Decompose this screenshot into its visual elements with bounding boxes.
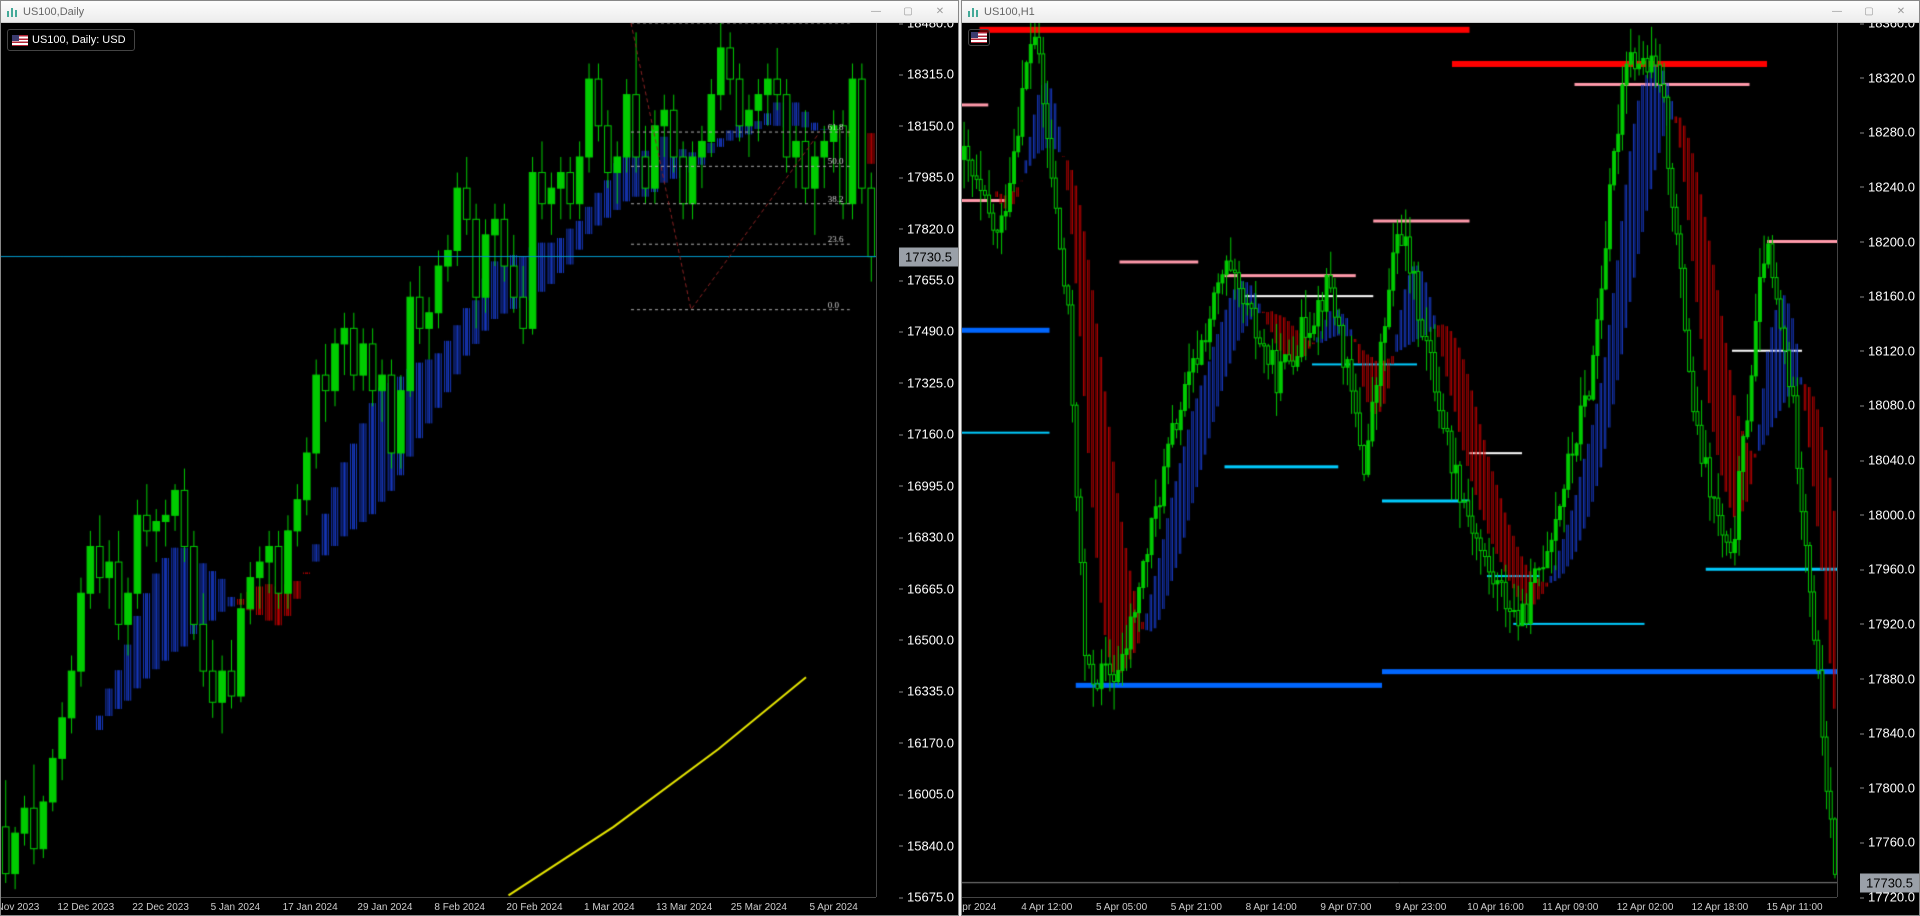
chart-info-text: US100, Daily: USD — [32, 34, 126, 46]
x-tick-label: 5 Apr 05:00 — [1096, 902, 1147, 913]
titlebar-daily[interactable]: US100,Daily — ▢ ✕ — [1, 1, 958, 23]
y-tick-label: 17840.0 — [1868, 726, 1915, 741]
y-tick-label: 16995.0 — [907, 478, 954, 493]
y-tick-label: 18360.0 — [1868, 23, 1915, 31]
y-tick-label: 18315.0 — [907, 67, 954, 82]
y-tick-label: 15675.0 — [907, 890, 954, 905]
y-tick-label: 17800.0 — [1868, 780, 1915, 795]
x-tick-label: 29 Jan 2024 — [357, 902, 412, 913]
y-tick-label: 16170.0 — [907, 735, 954, 750]
mt4-icon — [5, 5, 19, 19]
x-tick-label: 13 Mar 2024 — [656, 902, 712, 913]
x-tick-label: 12 Apr 02:00 — [1617, 902, 1674, 913]
y-tick-label: 17490.0 — [907, 324, 954, 339]
x-tick-label: 1 Mar 2024 — [584, 902, 635, 913]
x-tick-label: 22 Dec 2023 — [132, 902, 189, 913]
y-tick-label: 17655.0 — [907, 273, 954, 288]
x-tick-label: 10 Apr 16:00 — [1467, 902, 1524, 913]
y-tick-label: 17880.0 — [1868, 671, 1915, 686]
x-tick-label: 11 Apr 09:00 — [1542, 902, 1598, 913]
x-tick-label: 5 Jan 2024 — [211, 902, 261, 913]
minimize-button[interactable]: — — [1823, 4, 1851, 20]
workspace: US100,Daily — ▢ ✕ US100, Daily: USD 1848… — [0, 0, 1920, 916]
y-tick-label: 18480.0 — [907, 23, 954, 31]
x-tick-label: 4 Apr 12:00 — [1021, 902, 1072, 913]
y-tick-label: 18200.0 — [1868, 234, 1915, 249]
chart-window-h1: US100,H1 — ▢ ✕ 18360.0 18320.0 18280.0 1824… — [961, 0, 1920, 916]
current-price-tag: 17730.5 — [1860, 873, 1919, 892]
chart-area-h1[interactable]: 18360.0 18320.0 18280.0 18240.0 18200.0 18160… — [962, 23, 1919, 915]
chart-window-daily: US100,Daily — ▢ ✕ US100, Daily: USD 1848… — [0, 0, 959, 916]
y-tick-label: 17985.0 — [907, 170, 954, 185]
y-tick-label: 18040.0 — [1868, 453, 1915, 468]
x-tick-label: 8 Apr 14:00 — [1246, 902, 1297, 913]
chart-info-label — [968, 29, 990, 46]
y-tick-label: 18280.0 — [1868, 125, 1915, 140]
chart-canvas-daily — [1, 23, 876, 897]
close-button[interactable]: ✕ — [1887, 4, 1915, 20]
x-axis-h1: 3 Apr 2024 4 Apr 12:00 5 Apr 05:00 5 Apr 21… — [962, 897, 1837, 915]
flag-us-icon — [971, 32, 987, 43]
x-tick-label: 25 Mar 2024 — [731, 902, 787, 913]
x-tick-label: 9 Apr 07:00 — [1320, 902, 1371, 913]
close-button[interactable]: ✕ — [926, 4, 954, 20]
x-tick-label: 20 Feb 2024 — [506, 902, 562, 913]
y-tick-label: 18240.0 — [1868, 179, 1915, 194]
window-controls: — ▢ ✕ — [1823, 4, 1915, 20]
x-tick-label: 3 Apr 2024 — [962, 902, 996, 913]
y-axis-daily: 18480.0 18315.0 18150.0 17985.0 17820.0 17655… — [876, 23, 958, 897]
x-tick-label: 17 Jan 2024 — [283, 902, 338, 913]
titlebar-h1[interactable]: US100,H1 — ▢ ✕ — [962, 1, 1919, 23]
x-tick-label: 12 Apr 18:00 — [1692, 902, 1749, 913]
window-title: US100,H1 — [984, 6, 1823, 18]
y-tick-label: 17325.0 — [907, 375, 954, 390]
chart-canvas-h1 — [962, 23, 1837, 897]
y-tick-label: 17920.0 — [1868, 616, 1915, 631]
x-tick-label: 9 Apr 23:00 — [1395, 902, 1446, 913]
y-axis-h1: 18360.0 18320.0 18280.0 18240.0 18200.0 18160… — [1837, 23, 1919, 897]
flag-us-icon — [12, 35, 28, 46]
y-tick-label: 17960.0 — [1868, 562, 1915, 577]
window-title: US100,Daily — [23, 6, 862, 18]
y-tick-label: 18000.0 — [1868, 507, 1915, 522]
x-tick-label: 5 Apr 21:00 — [1171, 902, 1222, 913]
maximize-button[interactable]: ▢ — [894, 4, 922, 20]
current-price-tag: 17730.5 — [899, 247, 958, 266]
x-tick-label: 8 Feb 2024 — [434, 902, 485, 913]
x-axis-daily: 30 Nov 2023 12 Dec 2023 22 Dec 2023 5 Jan 2… — [1, 897, 876, 915]
y-tick-label: 16665.0 — [907, 581, 954, 596]
y-tick-label: 17160.0 — [907, 427, 954, 442]
mt4-icon — [966, 5, 980, 19]
x-tick-label: 12 Dec 2023 — [57, 902, 114, 913]
chart-info-label: US100, Daily: USD — [7, 29, 135, 51]
y-tick-label: 18080.0 — [1868, 398, 1915, 413]
y-tick-label: 18120.0 — [1868, 343, 1915, 358]
y-tick-label: 16005.0 — [907, 787, 954, 802]
minimize-button[interactable]: — — [862, 4, 890, 20]
maximize-button[interactable]: ▢ — [1855, 4, 1883, 20]
y-tick-label: 16830.0 — [907, 530, 954, 545]
y-tick-label: 18320.0 — [1868, 70, 1915, 85]
y-tick-label: 18160.0 — [1868, 289, 1915, 304]
x-tick-label: 5 Apr 2024 — [809, 902, 857, 913]
x-tick-label: 30 Nov 2023 — [1, 902, 39, 913]
chart-area-daily[interactable]: US100, Daily: USD 18480.018315.018150.01… — [1, 23, 958, 915]
y-tick-label: 17820.0 — [907, 221, 954, 236]
x-tick-label: 15 Apr 11:00 — [1767, 902, 1823, 913]
window-controls: — ▢ ✕ — [862, 4, 954, 20]
y-tick-label: 18150.0 — [907, 118, 954, 133]
y-tick-label: 15840.0 — [907, 838, 954, 853]
y-tick-label: 16500.0 — [907, 632, 954, 647]
y-tick-label: 16335.0 — [907, 684, 954, 699]
y-tick-label: 17760.0 — [1868, 835, 1915, 850]
